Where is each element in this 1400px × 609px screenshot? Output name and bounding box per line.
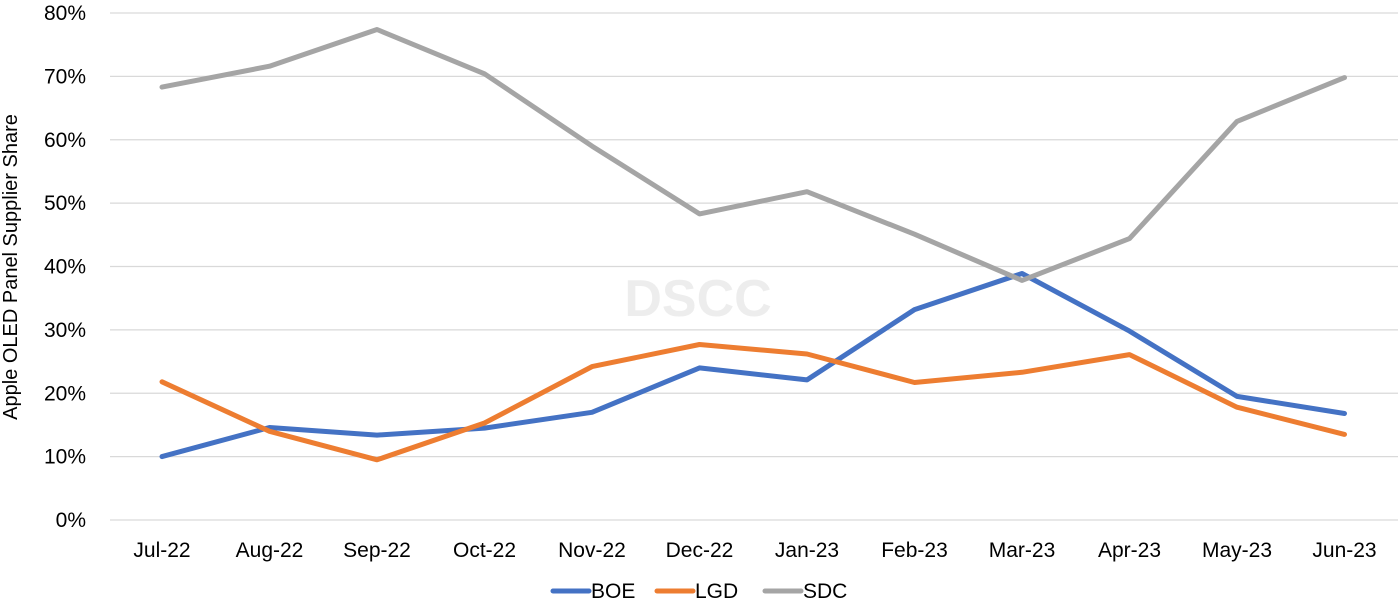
y-tick-label: 70% (44, 65, 86, 88)
x-tick-label: Oct-22 (453, 539, 516, 562)
x-tick-label: Sep-22 (343, 539, 411, 562)
series-line-lgd (159, 342, 1347, 463)
y-tick-label: 10% (44, 446, 86, 469)
y-axis-title: Apple OLED Panel Supplier Share (0, 114, 22, 420)
legend-label-boe: BOE (591, 580, 635, 603)
x-tick-label: Jul-22 (133, 539, 190, 562)
legend-label-lgd: LGD (695, 580, 738, 603)
x-tick-label: Aug-22 (236, 539, 304, 562)
y-tick-label: 40% (44, 256, 86, 279)
x-tick-label: Feb-23 (881, 539, 948, 562)
y-axis-tick-labels: 0% 10% 20% 30% 40% 50% 60% 70% 80% (44, 2, 86, 532)
grid-lines (110, 12, 1398, 521)
watermark-text: DSCC (624, 270, 771, 328)
x-tick-label: Dec-22 (666, 539, 734, 562)
x-tick-label: Apr-23 (1098, 539, 1161, 562)
series-line-boe (159, 271, 1347, 460)
y-tick-label: 80% (44, 2, 86, 25)
legend: BOE LGD SDC (550, 580, 847, 603)
x-tick-label: Nov-22 (558, 539, 626, 562)
x-tick-label: Jun-23 (1312, 539, 1376, 562)
y-tick-label: 50% (44, 192, 86, 215)
x-tick-label: Mar-23 (989, 539, 1056, 562)
series-line-sdc (159, 27, 1347, 283)
x-tick-label: Jan-23 (775, 539, 839, 562)
y-tick-label: 60% (44, 129, 86, 152)
x-tick-label: May-23 (1202, 539, 1272, 562)
y-tick-label: 30% (44, 319, 86, 342)
x-axis-tick-labels: Jul-22 Aug-22 Sep-22 Oct-22 Nov-22 Dec-22 Jan-… (133, 539, 1376, 562)
y-tick-label: 20% (44, 382, 86, 405)
legend-label-sdc: SDC (803, 580, 847, 603)
series-lines (159, 27, 1347, 463)
y-tick-label: 0% (56, 509, 86, 532)
